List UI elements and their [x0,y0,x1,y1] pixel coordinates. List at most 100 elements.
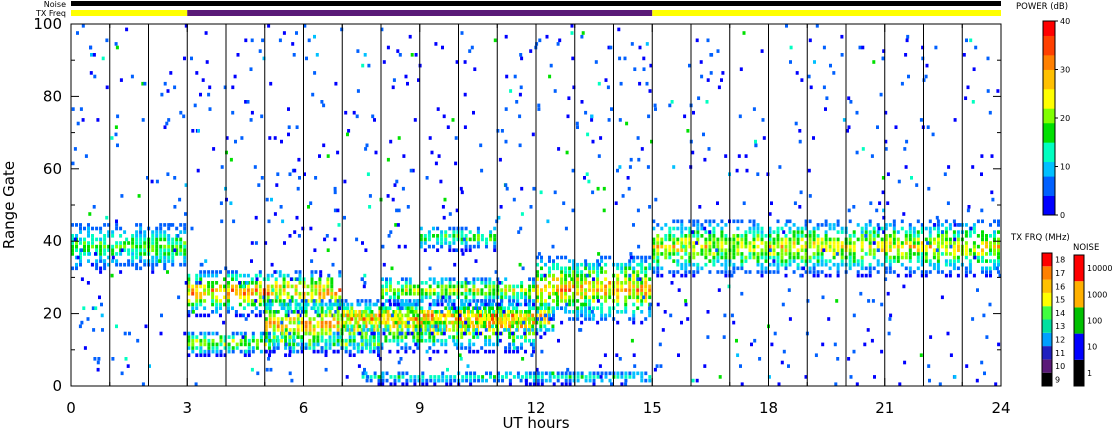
echo-cell-1176 [440,331,444,336]
echo-cell-2823 [836,244,840,249]
echo-cell-3535 [629,157,633,162]
echo-cell-1789 [448,284,452,289]
echo-cell-963 [344,306,348,311]
echo-cell-2189 [600,310,604,314]
echo-cell-613 [223,335,227,339]
echo-cell-1396 [532,320,535,325]
echo-cell-4067 [313,71,317,75]
echo-cell-88 [111,234,115,238]
echo-cell-2856 [848,234,852,238]
echo-cell-2550 [732,255,736,260]
power-colorbar-step-27 [1043,79,1055,85]
echo-cell-2765 [816,273,820,278]
echo-cell-1391 [532,346,535,350]
echo-cell-544 [330,288,334,292]
echo-cell-1663 [531,313,535,318]
echo-cell-2124 [580,302,584,307]
echo-cell-139 [139,248,143,253]
echo-cell-4077 [717,85,721,90]
echo-cell-439 [274,277,278,282]
echo-cell-1129 [420,331,424,336]
echo-cell-2412 [680,241,684,245]
echo-cell-777 [264,317,268,321]
echo-cell-2819 [836,266,840,271]
echo-cell-269 [195,302,199,307]
echo-cell-1825 [472,277,476,282]
echo-cell-441 [278,302,282,307]
echo-cell-3554 [858,45,862,50]
echo-cell-3038 [924,248,928,253]
y-tick-label-3: 60 [43,160,62,178]
echo-cell-3697 [549,63,553,68]
echo-cell-1149 [428,324,432,329]
echo-cell-2142 [584,288,588,292]
echo-cell-1716 [392,299,396,303]
echo-cell-2177 [596,291,600,296]
echo-cell-1438 [366,313,370,318]
echo-cell-2561 [736,244,740,249]
echo-cell-3267 [429,375,433,379]
echo-cell-2035 [552,291,555,296]
echo-cell-856 [300,328,304,332]
echo-cell-2991 [908,259,912,263]
echo-cell-2333 [648,288,652,292]
x-ticks: 0 3 6 9 12 15 18 21 24 [66,24,1011,417]
echo-cell-1826 [476,291,480,296]
echo-cell-565 [187,331,191,336]
echo-cell-384 [250,310,254,314]
echo-cell-3582 [787,288,791,292]
echo-cell-2776 [816,226,820,231]
echo-cell-71 [103,248,107,253]
echo-cell-817 [280,306,284,311]
echo-cell-180 [155,244,159,249]
echo-cell-2159 [588,270,592,274]
echo-cell-2421 [684,266,688,271]
echo-cell-485 [298,281,302,285]
echo-cell-2710 [792,223,796,227]
echo-cell-361 [238,295,242,300]
echo-cell-1806 [460,281,464,285]
echo-cell-18 [79,259,82,263]
echo-cell-229 [175,241,179,245]
echo-cell-2804 [828,241,832,245]
echo-cell-1014 [368,310,372,314]
echo-cell-197 [163,262,167,267]
echo-cell-3670 [648,89,652,93]
echo-cell-1346 [512,342,516,347]
echo-cell-2923 [876,223,880,227]
echo-cell-527 [318,281,322,285]
echo-cell-1970 [476,226,480,231]
echo-cell-4021 [607,118,611,122]
echo-cell-303 [211,310,215,314]
echo-cell-1872 [512,288,516,292]
echo-cell-323 [219,306,222,311]
echo-cell-4089 [718,375,722,379]
txfreq-segment-0 [71,10,188,16]
echo-cell-968 [348,320,352,325]
echo-cell-4305 [825,96,829,101]
echo-cell-779 [264,306,268,311]
echo-cell-2611 [756,237,760,242]
echo-cell-1249 [472,335,476,339]
echo-cell-3862 [393,183,397,187]
echo-cell-832 [288,317,292,321]
echo-cell-797 [272,328,276,332]
echo-cell-1487 [402,302,406,307]
echo-cell-814 [280,324,284,329]
echo-cell-1205 [452,310,456,314]
echo-cell-3174 [981,255,984,260]
echo-cell-3029 [920,241,924,245]
echo-cell-1790 [448,281,452,285]
echo-cell-1254 [472,306,476,311]
echo-cell-3579 [872,60,876,64]
echo-cell-2971 [896,237,900,242]
echo-cell-3765 [855,110,859,115]
echo-cell-1305 [492,310,496,314]
echo-cell-3492 [280,320,284,325]
echo-cell-1232 [464,328,468,332]
echo-cell-922 [328,331,332,336]
echo-cell-3330 [532,382,536,387]
echo-cell-3331 [532,378,536,383]
echo-cell-1787 [448,291,452,296]
echo-cell-1756 [424,288,428,292]
